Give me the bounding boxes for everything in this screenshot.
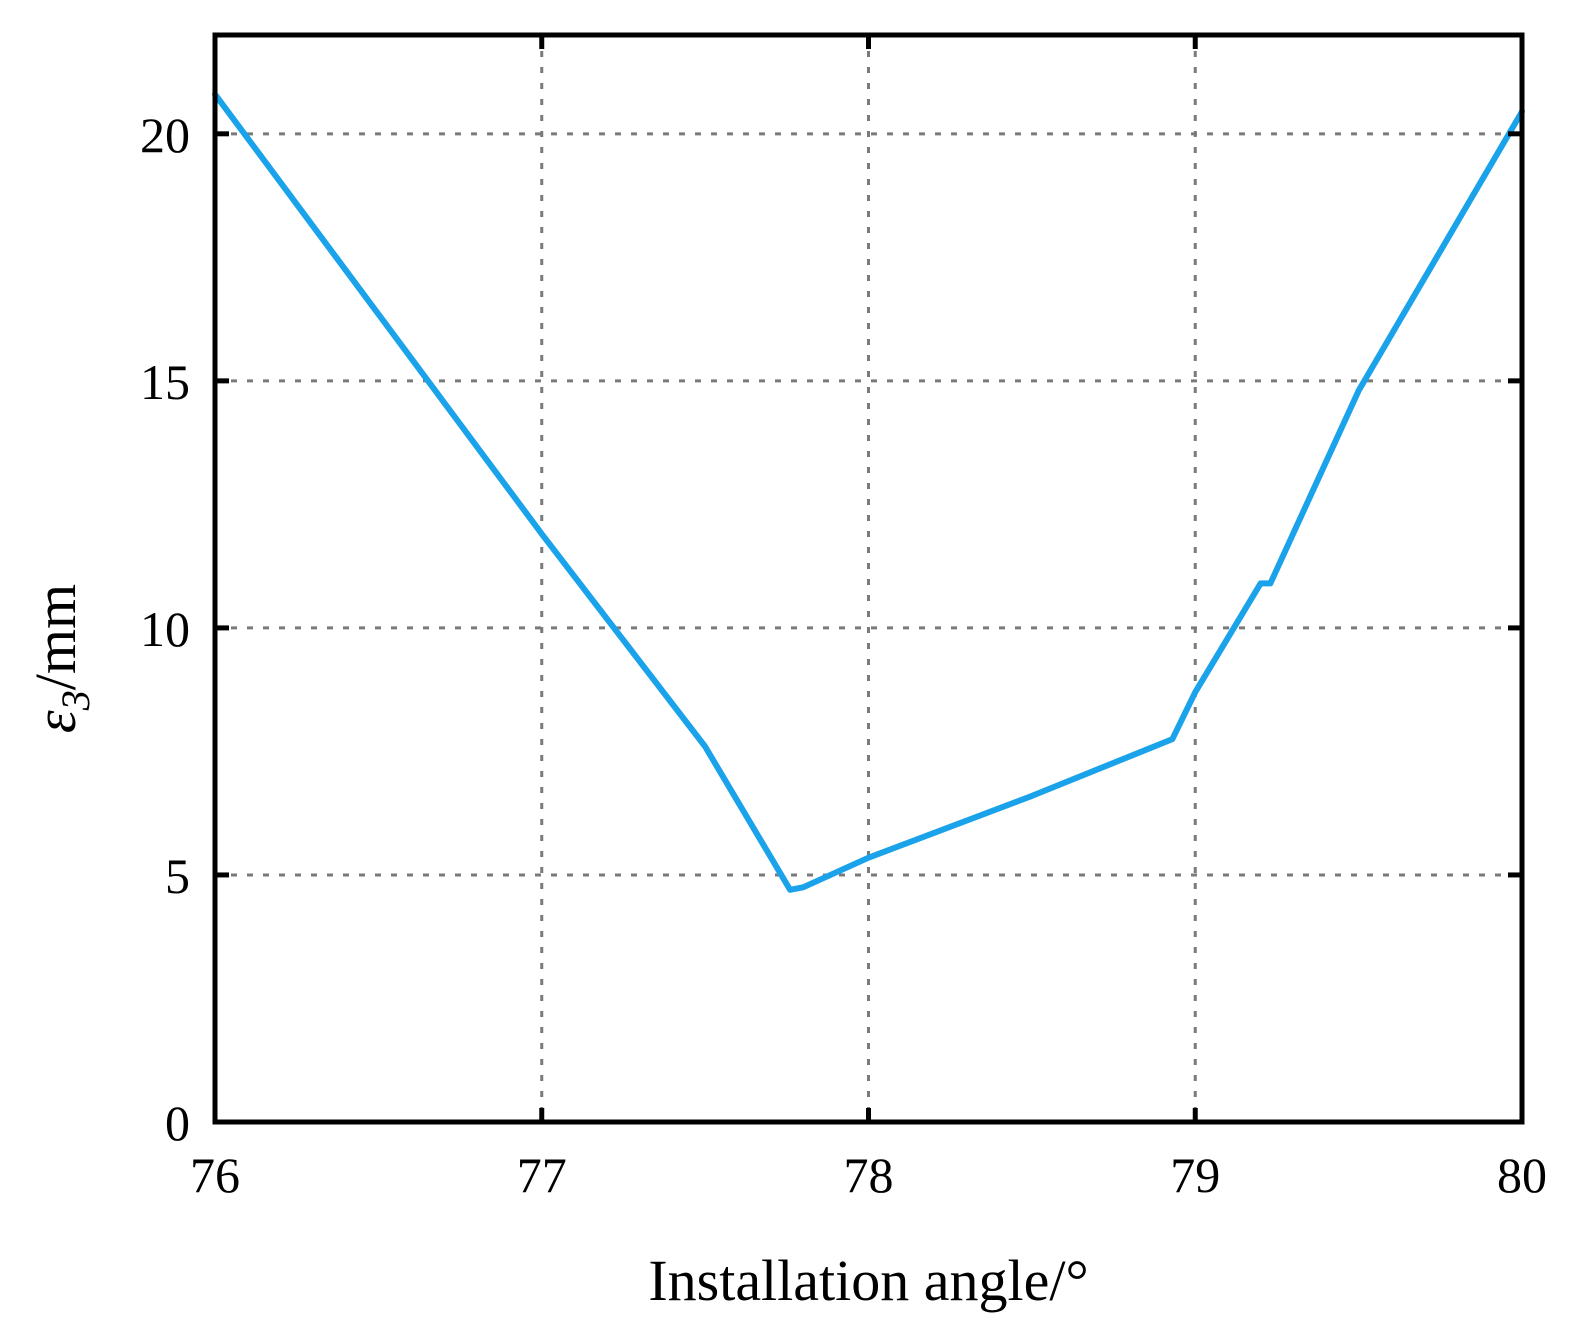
y-axis-subscript: 3	[53, 690, 98, 711]
tick-labels: 76 77 78 79 80 0 5 10 15 20	[140, 107, 1547, 1203]
y-tick-label: 10	[140, 601, 190, 657]
y-tick-label: 15	[140, 354, 190, 410]
grid-lines	[215, 35, 1522, 1122]
x-tick-label: 79	[1170, 1147, 1220, 1203]
x-tick-label: 78	[844, 1147, 894, 1203]
axis-ticks	[215, 35, 1522, 1122]
y-tick-label: 5	[165, 848, 190, 904]
x-tick-label: 77	[517, 1147, 567, 1203]
series-line	[212, 91, 1525, 893]
x-axis-label: Installation angle/°	[648, 1248, 1088, 1313]
y-axis-unit: /mm	[23, 584, 88, 690]
y-axis-symbol: ε	[23, 710, 88, 733]
y-tick-label: 0	[165, 1095, 190, 1151]
y-axis-label: ε3/mm	[23, 584, 98, 733]
y-tick-label: 20	[140, 107, 190, 163]
x-tick-label: 80	[1497, 1147, 1547, 1203]
x-tick-label: 76	[190, 1147, 240, 1203]
